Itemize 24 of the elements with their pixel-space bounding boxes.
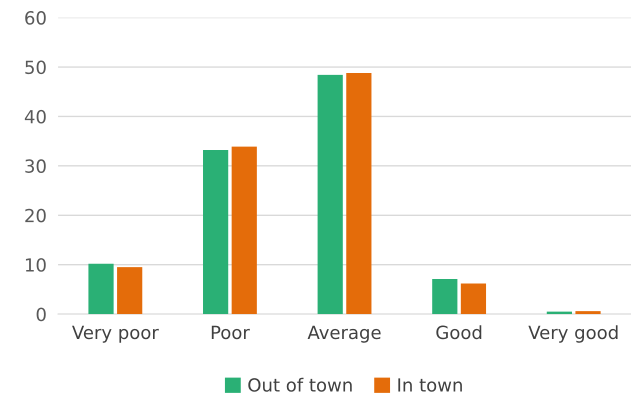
y-tick-label: 20: [25, 208, 46, 222]
bar: [318, 74, 343, 314]
legend-label: Out of town: [248, 378, 352, 392]
bar: [117, 267, 142, 314]
y-tick-label: 40: [24, 110, 46, 124]
y-tick-label: 30: [25, 159, 46, 173]
y-tick-label: 50: [25, 60, 46, 74]
bar: [575, 311, 601, 314]
bar: [232, 146, 257, 314]
y-tick-label: 0: [36, 308, 46, 322]
bar: [203, 150, 228, 314]
y-tick-label: 10: [26, 258, 46, 272]
x-tick-label: Poor: [212, 326, 250, 340]
x-tick-label: Good: [436, 325, 482, 340]
bar: [346, 72, 372, 314]
bar: [546, 312, 572, 314]
x-tick-label: Average: [308, 326, 381, 343]
legend-label: In town: [398, 378, 462, 392]
bar: [460, 283, 486, 314]
bar: [432, 279, 458, 314]
y-tick-label: 60: [25, 11, 46, 25]
x-tick-label: Very good: [528, 325, 618, 343]
x-tick-label: Very poor: [72, 326, 159, 343]
bar: [88, 264, 114, 314]
